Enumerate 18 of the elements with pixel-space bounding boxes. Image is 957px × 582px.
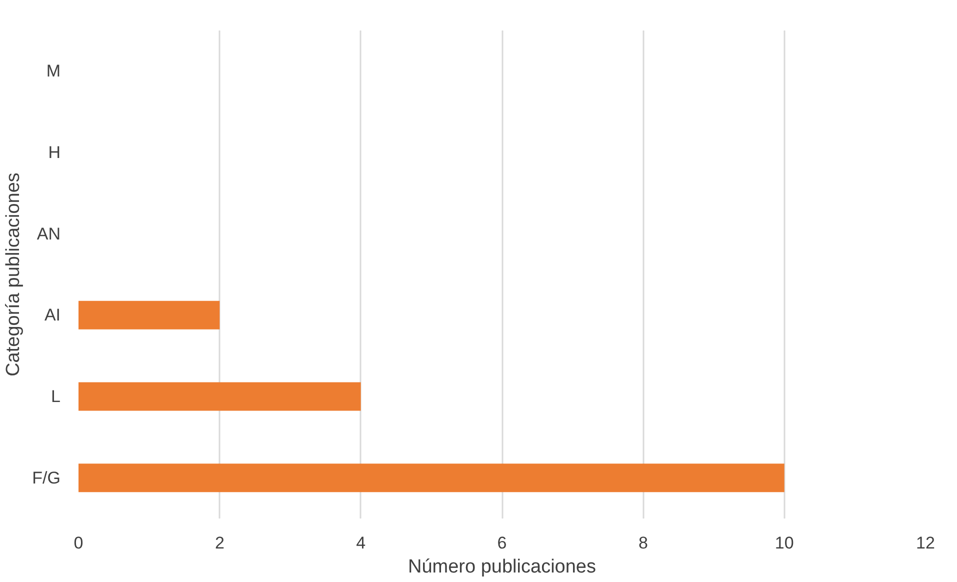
x-tick-label: 10 [774, 534, 794, 552]
bar [78, 300, 220, 330]
y-axis-title: Categoría publicaciones [3, 172, 24, 376]
bar [78, 382, 361, 411]
x-tick-label: 4 [356, 534, 366, 552]
y-tick-label: AI [44, 306, 60, 325]
x-axis-title: Número publicaciones [408, 556, 596, 578]
y-tick-label: H [48, 143, 61, 162]
y-tick-label: AN [36, 224, 61, 244]
x-tick-label: 0 [74, 534, 84, 552]
y-tick-label: F/G [32, 468, 61, 488]
x-tick-label: 12 [916, 534, 935, 552]
y-tick-label: M [46, 62, 61, 81]
x-tick-label: 2 [214, 534, 224, 552]
bar [78, 464, 784, 492]
y-tick-label: L [51, 387, 61, 406]
x-tick-label: 8 [638, 534, 648, 552]
x-tick-label: 6 [497, 534, 507, 552]
